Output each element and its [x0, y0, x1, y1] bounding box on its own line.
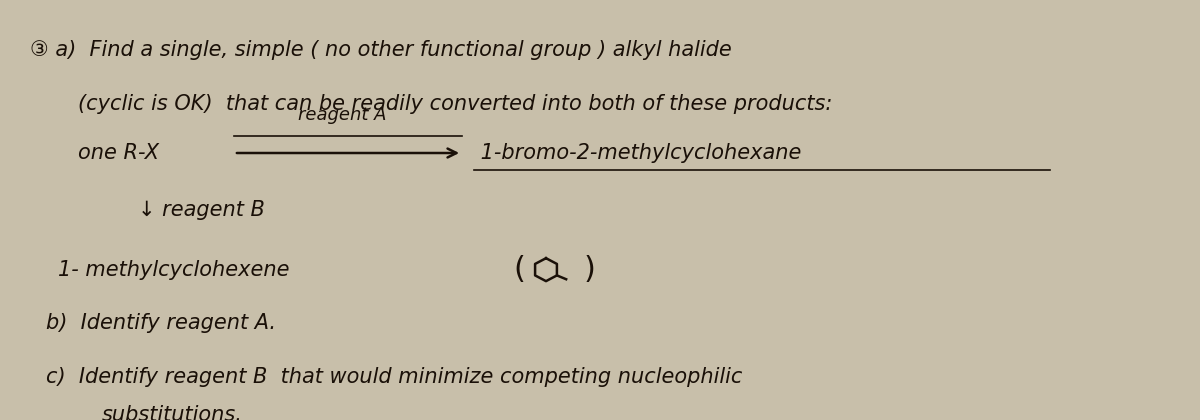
Text: ↓ reagent B: ↓ reagent B	[138, 200, 265, 221]
Text: c)  Identify reagent B  that would minimize competing nucleophilic: c) Identify reagent B that would minimiz…	[46, 367, 742, 387]
Text: substitutions.: substitutions.	[102, 405, 242, 420]
Text: reagent A: reagent A	[298, 106, 386, 124]
Text: ): )	[583, 255, 595, 284]
Text: 1- methylcyclohexene: 1- methylcyclohexene	[58, 260, 289, 280]
Text: (cyclic is OK)  that can be readily converted into both of these products:: (cyclic is OK) that can be readily conve…	[78, 94, 833, 114]
Text: one R-X: one R-X	[78, 143, 158, 163]
Text: (: (	[514, 255, 524, 284]
Text: 1-bromo-2-methylcyclohexane: 1-bromo-2-methylcyclohexane	[474, 143, 802, 163]
Text: b)  Identify reagent A.: b) Identify reagent A.	[46, 313, 276, 333]
Text: ③ a)  Find a single, simple ( no other functional group ) alkyl halide: ③ a) Find a single, simple ( no other fu…	[30, 40, 732, 60]
